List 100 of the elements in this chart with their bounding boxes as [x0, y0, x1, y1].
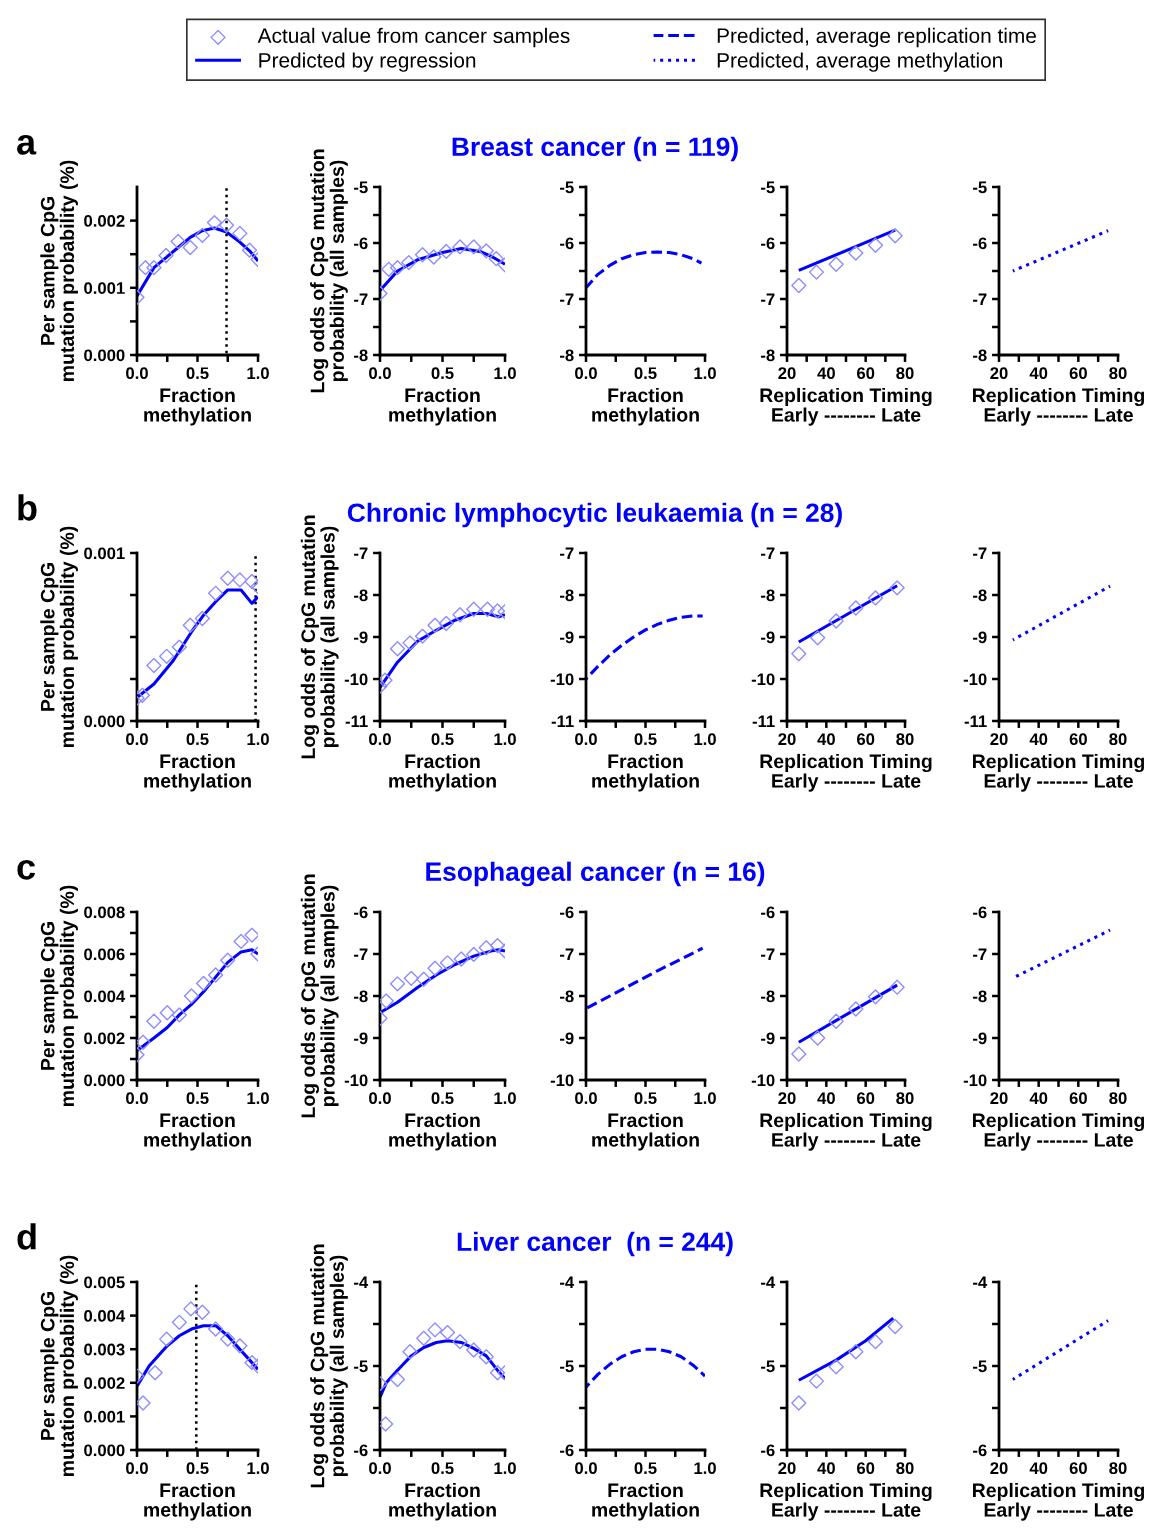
x-tick-label: 1.0 — [247, 1092, 269, 1105]
x-tick-label: 1.0 — [247, 1462, 269, 1475]
y-tick-label: -7 — [354, 293, 368, 306]
x-axis-title: Replication Timing Early -------- Late — [973, 1482, 1144, 1521]
y-tick-label: 0.000 — [84, 349, 125, 362]
x-tick-label: 60 — [857, 1092, 875, 1105]
y-tick-label: -6 — [354, 906, 368, 919]
x-tick-label: 40 — [817, 367, 835, 380]
x-axis-title: Replication Timing Early -------- Late — [760, 1112, 932, 1151]
y-tick-label: -4 — [354, 1276, 369, 1289]
y-axis-title: Per sample CpG mutation probability (%) — [40, 160, 78, 381]
x-tick-label: 40 — [817, 733, 835, 746]
x-tick-label: 0.5 — [634, 1092, 657, 1105]
x-tick-label: 0.5 — [634, 733, 657, 746]
y-tick-label: -6 — [761, 906, 775, 919]
x-tick-label: 0.0 — [575, 733, 597, 746]
x-tick-label: 1.0 — [694, 1462, 716, 1475]
y-tick-label: 0.005 — [84, 1276, 125, 1289]
y-tick-label: -8 — [973, 990, 987, 1003]
x-axis-title: Replication Timing Early -------- Late — [760, 387, 932, 426]
y-tick-label: -6 — [354, 1444, 368, 1457]
y-tick-label: 0.004 — [84, 990, 126, 1003]
x-tick-label: 20 — [778, 1462, 796, 1475]
text: c — [17, 859, 36, 880]
x-tick-label: 0.0 — [575, 1092, 597, 1105]
y-tick-label: -9 — [973, 631, 987, 644]
chart-title: Breast cancer (n = 119) — [452, 136, 738, 162]
y-tick-label: -8 — [354, 349, 368, 362]
y-tick-label: -6 — [560, 906, 574, 919]
x-tick-label: 0.5 — [634, 367, 657, 380]
x-tick-label: 20 — [990, 1462, 1008, 1475]
y-tick-label: -8 — [354, 990, 368, 1003]
y-tick-label: -7 — [560, 948, 574, 961]
x-tick-label: 20 — [778, 733, 796, 746]
y-tick-label: -7 — [761, 293, 775, 306]
chart-title: Esophageal cancer (n = 16) — [426, 861, 765, 887]
x-tick-label: 20 — [778, 1092, 796, 1105]
y-tick-label: 0.000 — [84, 1074, 125, 1087]
x-tick-label: 0.0 — [575, 367, 597, 380]
x-axis-title: Fraction methylation — [592, 1112, 699, 1151]
y-axis-title: Per sample CpG mutation probability (%) — [40, 1255, 78, 1476]
x-axis-title: Fraction methylation — [389, 753, 496, 792]
y-tick-label: 0.001 — [84, 547, 125, 560]
x-tick-label: 0.5 — [186, 1092, 209, 1105]
y-tick-label: -10 — [550, 1074, 574, 1087]
x-axis-title: Fraction methylation — [144, 1112, 251, 1151]
x-tick-label: 80 — [896, 733, 914, 746]
y-tick-label: -10 — [963, 1074, 987, 1087]
x-tick-label: 0.5 — [186, 367, 209, 380]
y-tick-label: -11 — [345, 715, 368, 728]
y-tick-label: -10 — [344, 1074, 368, 1087]
x-tick-label: 40 — [1029, 1092, 1048, 1105]
y-tick-label: -7 — [560, 547, 574, 560]
x-axis-title: Replication Timing Early -------- Late — [973, 753, 1144, 792]
y-tick-label: -10 — [751, 673, 775, 686]
y-tick-label: -10 — [550, 673, 574, 686]
y-tick-label: 0.000 — [84, 715, 125, 728]
chart-title: Liver cancer (n = 244) — [457, 1231, 733, 1257]
y-tick-label: -5 — [973, 1360, 987, 1373]
y-tick-label: -4 — [560, 1276, 575, 1289]
x-tick-label: 80 — [896, 1462, 914, 1475]
x-tick-label: 20 — [990, 1092, 1008, 1105]
y-tick-label: -9 — [354, 1032, 368, 1045]
x-tick-label: 0.5 — [431, 367, 454, 380]
y-tick-label: -7 — [973, 547, 987, 560]
y-axis-title: Log odds of CpG mutation probability (all samples) — [310, 1244, 348, 1488]
x-tick-label: 1.0 — [694, 733, 716, 746]
legend-label: Predicted by regression — [259, 52, 476, 72]
y-tick-label: -5 — [560, 1360, 574, 1373]
y-tick-label: -5 — [761, 181, 775, 194]
x-tick-label: 80 — [1109, 367, 1127, 380]
y-tick-label: 0.004 — [84, 1310, 126, 1322]
y-tick-label: -7 — [761, 948, 775, 961]
x-tick-label: 80 — [896, 367, 914, 380]
y-axis-title: Log odds of CpG mutation probability (all samples) — [310, 149, 348, 393]
x-tick-label: 0.0 — [575, 1462, 597, 1475]
x-axis-title: Replication Timing Early -------- Late — [973, 1112, 1144, 1151]
y-tick-label: -4 — [761, 1276, 776, 1289]
y-axis-title: Log odds of CpG mutation probability (all samples) — [300, 515, 339, 759]
x-axis-title: Fraction methylation — [389, 1482, 496, 1521]
y-tick-label: 0.001 — [84, 282, 125, 294]
x-tick-label: 80 — [1109, 733, 1127, 746]
y-tick-label: -8 — [973, 589, 987, 602]
y-tick-label: 0.002 — [84, 1032, 125, 1045]
x-tick-label: 40 — [817, 1462, 835, 1475]
y-tick-label: -4 — [973, 1276, 988, 1289]
x-axis-title: Fraction methylation — [592, 1482, 699, 1521]
text: Predicted, average methylation — [717, 52, 1002, 72]
x-tick-label: 0.5 — [186, 1462, 209, 1475]
x-tick-label: 0.5 — [431, 733, 454, 746]
y-tick-label: -10 — [963, 673, 987, 686]
y-tick-label: -6 — [354, 237, 368, 250]
y-tick-label: -9 — [761, 631, 775, 644]
y-tick-label: -10 — [751, 1074, 775, 1087]
chart-title: Chronic lymphocytic leukaemia (n = 28) — [347, 502, 842, 528]
x-axis-title: Fraction methylation — [144, 1482, 251, 1521]
y-axis-title: Per sample CpG mutation probability (%) — [40, 885, 78, 1106]
x-axis-title: Fraction methylation — [144, 387, 251, 426]
y-tick-label: -6 — [973, 1444, 987, 1457]
x-tick-label: 1.0 — [694, 367, 716, 380]
